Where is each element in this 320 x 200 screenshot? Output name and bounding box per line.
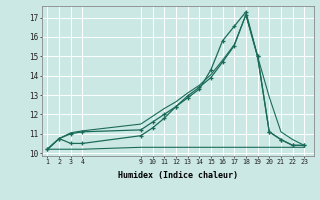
X-axis label: Humidex (Indice chaleur): Humidex (Indice chaleur) xyxy=(118,171,237,180)
